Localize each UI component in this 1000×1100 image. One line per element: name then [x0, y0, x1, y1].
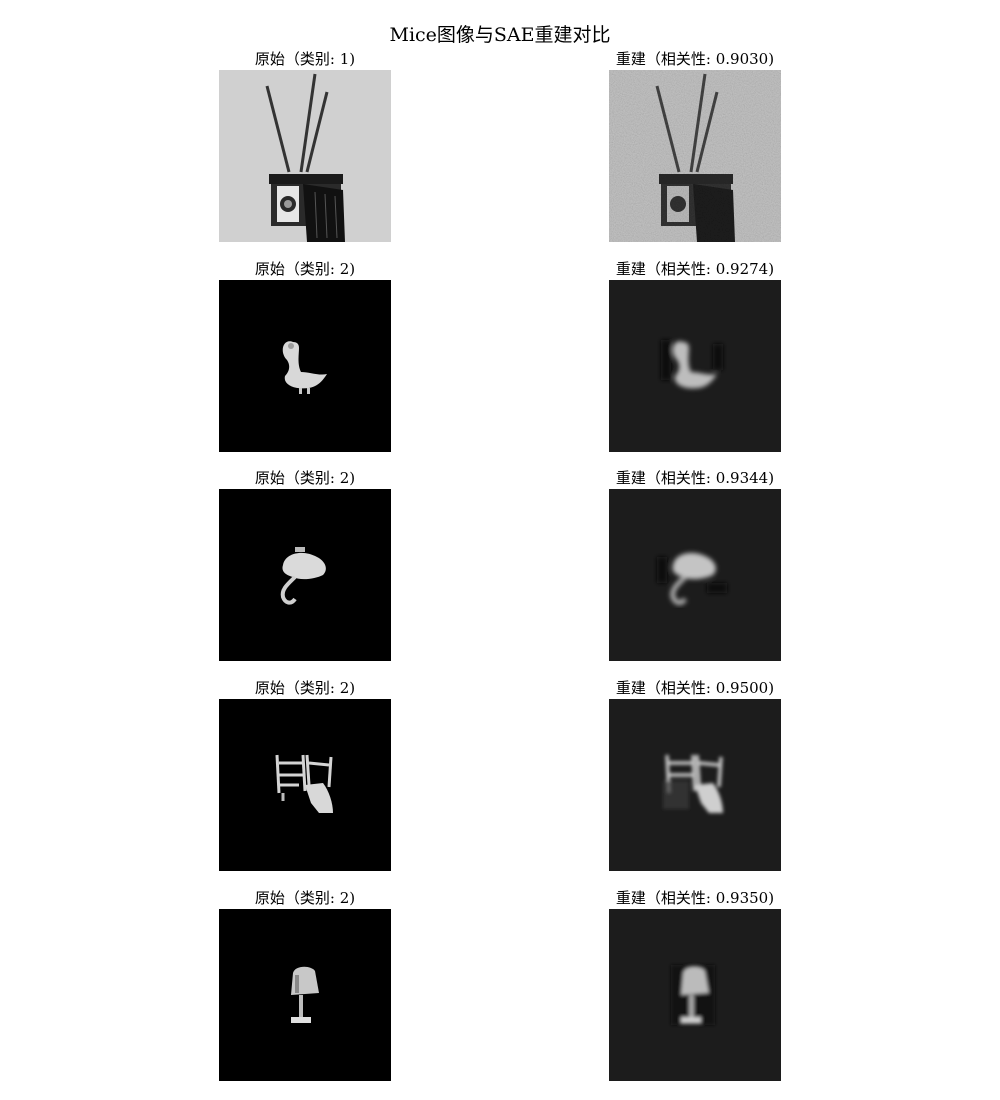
original-caption: 原始（类别: 2) [254, 889, 356, 907]
original-caption: 原始（类别: 2) [254, 679, 356, 697]
reconstruction-caption: 重建（相关性: 0.9274) [615, 260, 775, 278]
original-panel-5: 原始（类别: 2) [219, 887, 391, 1081]
reconstruction-caption: 重建（相关性: 0.9030) [615, 50, 775, 68]
original-panel-3: 原始（类别: 2) [219, 467, 391, 661]
camera-with-rods-icon [609, 70, 781, 242]
reconstruction-caption: 重建（相关性: 0.9500) [615, 679, 775, 697]
swan-icon [219, 280, 391, 452]
original-panel-1: 原始（类别: 1) [219, 48, 391, 242]
original-caption: 原始（类别: 2) [254, 469, 356, 487]
figure-title: Mice图像与SAE重建对比 [389, 24, 611, 46]
chair-icon [609, 699, 781, 871]
reconstruction-panel-3: 重建（相关性: 0.9344) [609, 467, 781, 661]
chair-icon [219, 699, 391, 871]
flamingo-icon [219, 489, 391, 661]
reconstruction-caption: 重建（相关性: 0.9350) [615, 889, 775, 907]
reconstruction-caption: 重建（相关性: 0.9344) [615, 469, 775, 487]
reconstruction-panel-5: 重建（相关性: 0.9350) [609, 887, 781, 1081]
original-panel-4: 原始（类别: 2) [219, 677, 391, 871]
original-panel-2: 原始（类别: 2) [219, 258, 391, 452]
reconstruction-panel-2: 重建（相关性: 0.9274) [609, 258, 781, 452]
original-caption: 原始（类别: 1) [254, 50, 356, 68]
swan-icon [609, 280, 781, 452]
reconstruction-panel-1: 重建（相关性: 0.9030) [609, 48, 781, 242]
flamingo-icon [609, 489, 781, 661]
reconstruction-panel-4: 重建（相关性: 0.9500) [609, 677, 781, 871]
camera-with-rods-icon [219, 70, 391, 242]
lamp-icon [219, 909, 391, 1081]
lamp-icon [609, 909, 781, 1081]
original-caption: 原始（类别: 2) [254, 260, 356, 278]
